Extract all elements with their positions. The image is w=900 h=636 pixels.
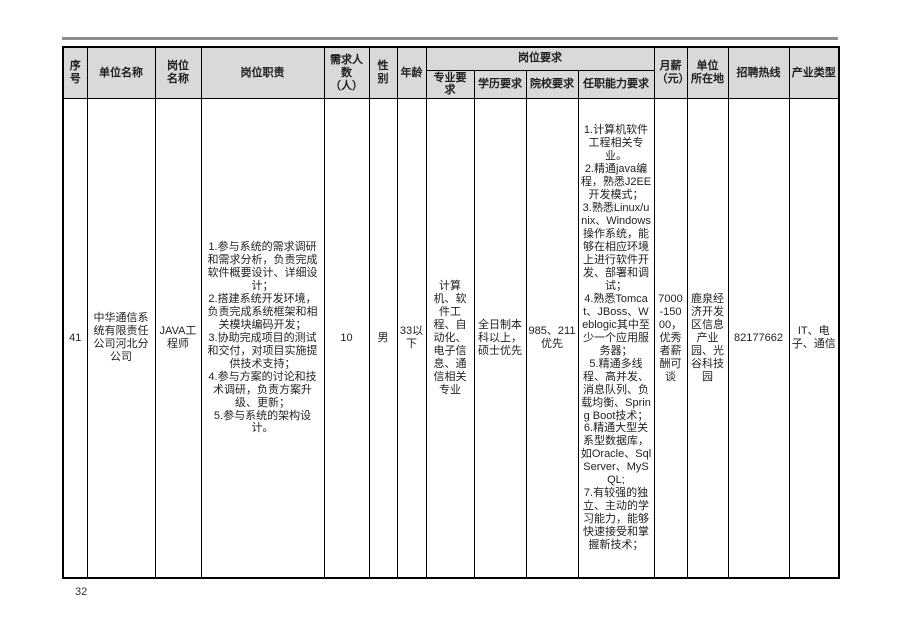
col-header-industry: 产业类型 xyxy=(788,46,840,100)
col-header-duties: 岗位职责 xyxy=(200,46,325,100)
cell-age: 33以下 xyxy=(396,98,427,579)
recruitment-table: 序号 单位名称 岗位 名称 岗位职责 需求人数 （人） 性 别 年龄 岗位要求 … xyxy=(62,46,840,579)
col-header-unit-name: 单位名称 xyxy=(86,46,156,100)
header-row-top: 序号 单位名称 岗位 名称 岗位职责 需求人数 （人） 性 别 年龄 岗位要求 … xyxy=(62,46,840,100)
col-header-req-school: 院校要求 xyxy=(525,69,579,100)
cell-salary: 7000-15000，优秀者薪酬可谈 xyxy=(653,98,688,579)
cell-headcount: 10 xyxy=(323,98,370,579)
col-header-req-education: 学历要求 xyxy=(473,69,527,100)
col-header-age: 年龄 xyxy=(396,46,427,100)
cell-req-ability: 1.计算机软件工程相关专业。 2.精通java编程，熟悉J2EE开发模式； 3.… xyxy=(577,98,655,579)
previous-page-table-edge xyxy=(62,37,838,40)
cell-location: 鹿泉经济开发区信息产业园、光谷科技园 xyxy=(686,98,729,579)
cell-req-major: 计算机、软件工程、自动化、电子信息、通信相关专业 xyxy=(425,98,475,579)
cell-req-education: 全日制本科以上，硕士优先 xyxy=(473,98,527,579)
col-header-req-ability: 任职能力要求 xyxy=(577,69,655,100)
col-header-index: 序号 xyxy=(62,46,88,100)
cell-index: 41 xyxy=(62,98,88,579)
table-row: 41 中华通信系统有限责任公司河北分公司 JAVA工程师 1.参与系统的需求调研… xyxy=(62,98,840,579)
cell-unit-name: 中华通信系统有限责任公司河北分公司 xyxy=(86,98,156,579)
page-number: 32 xyxy=(75,586,88,598)
col-header-hotline: 招聘热线 xyxy=(727,46,790,100)
cell-position-name: JAVA工程师 xyxy=(154,98,202,579)
cell-gender: 男 xyxy=(368,98,398,579)
cell-hotline: 82177662 xyxy=(727,98,790,579)
col-header-gender: 性 别 xyxy=(368,46,398,100)
cell-industry: IT、电子、通信 xyxy=(788,98,840,579)
header-row-sub: 专业要求 学历要求 院校要求 任职能力要求 xyxy=(63,69,839,100)
cell-duties: 1.参与系统的需求调研和需求分析，负责完成软件概要设计、详细设计； 2.搭建系统… xyxy=(200,98,325,579)
col-header-salary: 月薪 （元） xyxy=(653,46,688,100)
col-header-headcount: 需求人数 （人） xyxy=(323,46,370,100)
col-header-req-major: 专业要求 xyxy=(425,69,475,100)
col-header-location: 单位 所在地 xyxy=(686,46,729,100)
col-header-position-name: 岗位 名称 xyxy=(154,46,202,100)
cell-req-school: 985、211优先 xyxy=(525,98,579,579)
col-header-requirements-group: 岗位要求 xyxy=(425,46,655,71)
